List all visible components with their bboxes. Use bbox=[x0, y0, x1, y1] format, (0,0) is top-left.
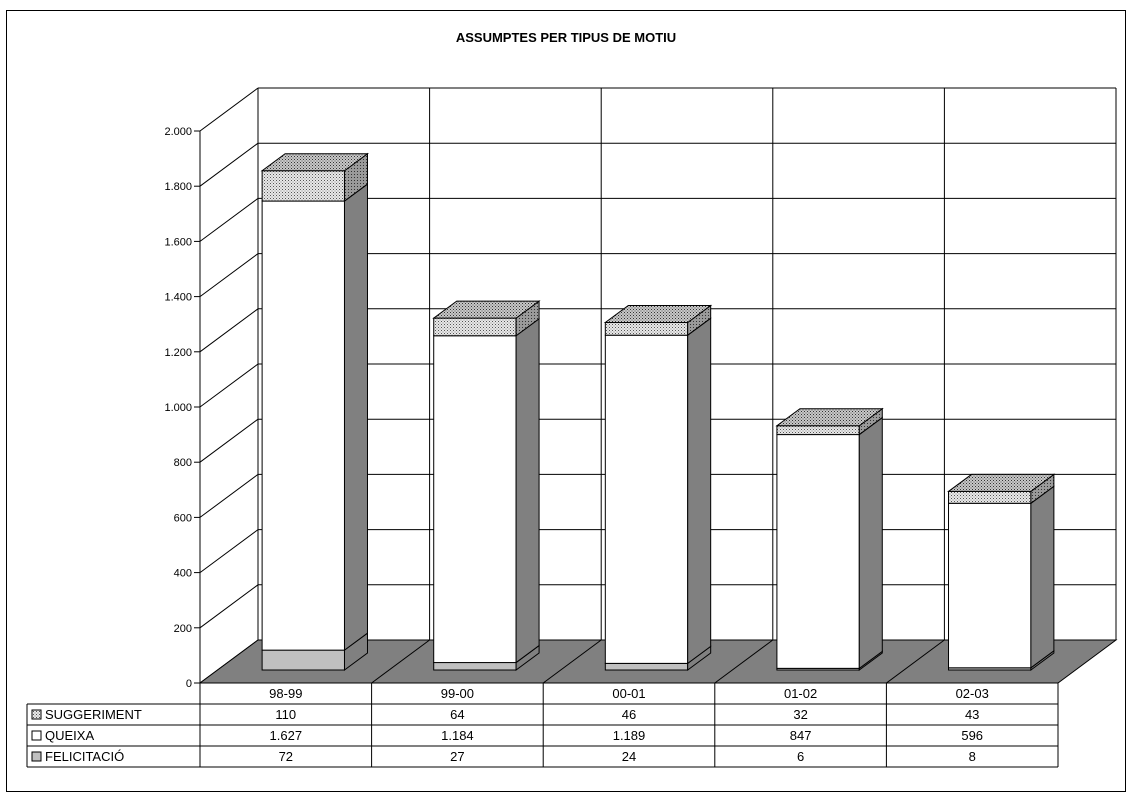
data-cell: 6 bbox=[797, 749, 804, 764]
bar-segment bbox=[433, 662, 517, 671]
data-cell: 72 bbox=[279, 749, 293, 764]
data-cell: 1.184 bbox=[441, 728, 474, 743]
data-cell: 1.627 bbox=[270, 728, 303, 743]
category-label: 00-01 bbox=[612, 686, 645, 701]
side-gridline bbox=[199, 363, 259, 408]
side-gridline bbox=[199, 308, 259, 353]
data-cell: 1.189 bbox=[613, 728, 646, 743]
floor-divider bbox=[542, 639, 602, 684]
y-tick-label: 1.000 bbox=[164, 402, 192, 414]
bar-segment-side bbox=[687, 317, 712, 665]
category-label: 01-02 bbox=[784, 686, 817, 701]
bar-segment-side bbox=[1030, 485, 1055, 669]
bar-segment bbox=[261, 649, 345, 671]
data-cell: 24 bbox=[622, 749, 636, 764]
data-cell: 27 bbox=[450, 749, 464, 764]
bar-segment bbox=[261, 200, 345, 651]
side-gridline bbox=[199, 473, 259, 518]
legend-swatch bbox=[31, 751, 42, 762]
side-gridline bbox=[199, 418, 259, 463]
bar-top bbox=[946, 473, 1056, 492]
bar-segment bbox=[604, 662, 689, 671]
bar-segment bbox=[433, 317, 517, 337]
y-tick-label: 1.600 bbox=[164, 236, 192, 248]
category-label: 98-99 bbox=[269, 686, 302, 701]
bar-segment bbox=[604, 322, 689, 336]
bar-top bbox=[603, 305, 713, 324]
series-label: QUEIXA bbox=[45, 728, 94, 743]
bar-segment bbox=[433, 335, 517, 664]
bar-segment bbox=[776, 425, 860, 436]
data-cell: 8 bbox=[969, 749, 976, 764]
category-label: 99-00 bbox=[441, 686, 474, 701]
y-tick-label: 800 bbox=[174, 457, 192, 469]
data-cell: 596 bbox=[961, 728, 983, 743]
bar-segment bbox=[948, 502, 1032, 669]
y-tick-label: 200 bbox=[174, 623, 192, 635]
bar-top bbox=[432, 300, 541, 319]
y-tick-label: 1.200 bbox=[164, 347, 192, 359]
side-gridline bbox=[199, 584, 259, 629]
series-label: FELICITACIÓ bbox=[45, 749, 124, 764]
floor-divider bbox=[371, 639, 430, 684]
side-gridline bbox=[199, 142, 259, 187]
data-cell: 847 bbox=[790, 728, 812, 743]
y-tick-label: 1.800 bbox=[164, 181, 192, 193]
bars-layer bbox=[260, 152, 1056, 671]
side-gridline bbox=[199, 253, 259, 298]
bar-segment-side bbox=[858, 416, 883, 670]
y-tick-label: 1.400 bbox=[164, 292, 192, 304]
y-tick-label: 2.000 bbox=[164, 126, 192, 138]
bar-segment-side bbox=[515, 317, 540, 664]
y-tick-label: 600 bbox=[174, 512, 192, 524]
floor-divider bbox=[714, 639, 774, 684]
side-gridline bbox=[199, 87, 259, 132]
bar-segment bbox=[776, 434, 860, 669]
bar-top bbox=[775, 408, 884, 427]
floor-divider bbox=[886, 639, 945, 684]
bar-segment bbox=[604, 334, 689, 664]
bar-top bbox=[260, 153, 370, 172]
y-tick-label: 0 bbox=[186, 678, 192, 690]
y-tick-label: 400 bbox=[174, 568, 192, 580]
legend-swatch bbox=[31, 709, 42, 720]
side-gridline bbox=[199, 197, 259, 242]
bar-segment-side bbox=[343, 183, 368, 652]
legend-swatch bbox=[31, 730, 42, 741]
bar-segment bbox=[948, 490, 1032, 504]
data-table: 98-99 99-00 00-01 01-02 02-03 SUGGERIMENT 110 6… bbox=[26, 682, 1059, 768]
data-cell: 32 bbox=[793, 707, 807, 722]
data-cell: 110 bbox=[275, 707, 296, 722]
side-gridline bbox=[199, 529, 259, 574]
bar-segment bbox=[261, 170, 345, 202]
data-cell: 43 bbox=[965, 707, 979, 722]
data-cell: 64 bbox=[450, 707, 464, 722]
data-cell: 46 bbox=[622, 707, 636, 722]
series-label: SUGGERIMENT bbox=[45, 707, 142, 722]
chart-title: ASSUMPTES PER TIPUS DE MOTIU bbox=[455, 30, 677, 45]
category-label: 02-03 bbox=[956, 686, 989, 701]
